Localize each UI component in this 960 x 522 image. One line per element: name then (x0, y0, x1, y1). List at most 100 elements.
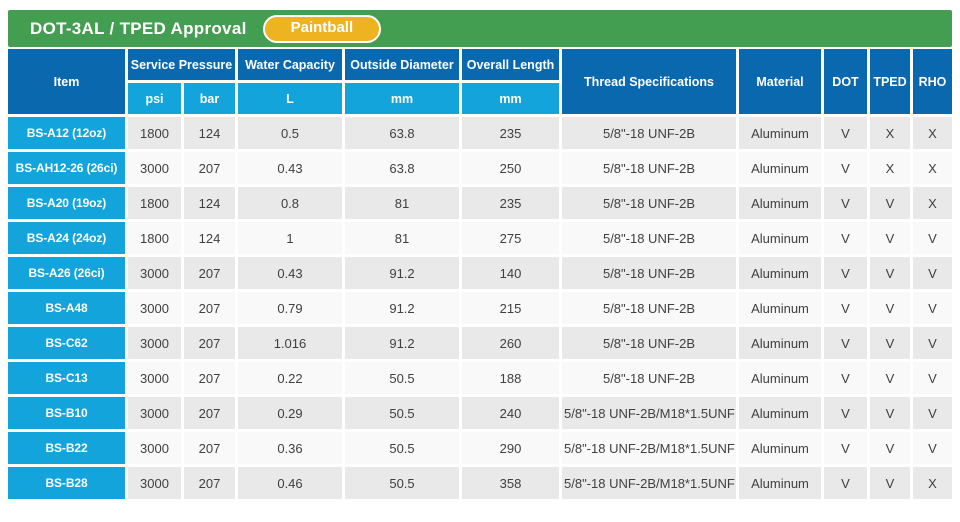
rho-cell: V (913, 327, 952, 359)
item-cell: BS-AH12-26 (26ci) (8, 152, 125, 184)
rho-cell: X (913, 117, 952, 149)
column-header-water-capacity: Water Capacity (238, 49, 342, 80)
dot-cell: V (824, 187, 867, 219)
item-cell: BS-C13 (8, 362, 125, 394)
outside-diameter-mm-cell: 81 (345, 222, 459, 254)
psi-cell: 3000 (128, 152, 181, 184)
psi-cell: 3000 (128, 362, 181, 394)
bar-cell: 207 (184, 362, 235, 394)
unit-header-length-mm: mm (462, 83, 559, 114)
rho-cell: X (913, 152, 952, 184)
material-cell: Aluminum (739, 117, 821, 149)
item-cell: BS-A26 (26ci) (8, 257, 125, 289)
outside-diameter-mm-cell: 50.5 (345, 432, 459, 464)
outside-diameter-mm-cell: 63.8 (345, 152, 459, 184)
tped-cell: V (870, 327, 910, 359)
capacity-l-cell: 0.36 (238, 432, 342, 464)
overall-length-mm-cell: 290 (462, 432, 559, 464)
overall-length-mm-cell: 275 (462, 222, 559, 254)
unit-header-diameter-mm: mm (345, 83, 459, 114)
capacity-l-cell: 0.29 (238, 397, 342, 429)
outside-diameter-mm-cell: 91.2 (345, 327, 459, 359)
column-header-outside-diameter: Outside Diameter (345, 49, 459, 80)
item-cell: BS-B28 (8, 467, 125, 499)
table-row: BS-C62 3000 207 1.016 91.2 260 5/8"-18 UNF-2B A… (8, 327, 952, 359)
outside-diameter-mm-cell: 63.8 (345, 117, 459, 149)
header-row-units: psi bar L mm mm (8, 83, 952, 114)
title-bar: DOT-3AL / TPED Approval Paintball (8, 10, 952, 47)
material-cell: Aluminum (739, 327, 821, 359)
material-cell: Aluminum (739, 187, 821, 219)
dot-cell: V (824, 222, 867, 254)
outside-diameter-mm-cell: 91.2 (345, 257, 459, 289)
bar-cell: 207 (184, 292, 235, 324)
column-header-overall-length: Overall Length (462, 49, 559, 80)
outside-diameter-mm-cell: 81 (345, 187, 459, 219)
capacity-l-cell: 0.5 (238, 117, 342, 149)
thread-cell: 5/8"-18 UNF-2B (562, 292, 736, 324)
outside-diameter-mm-cell: 91.2 (345, 292, 459, 324)
thread-cell: 5/8"-18 UNF-2B (562, 152, 736, 184)
page-title: DOT-3AL / TPED Approval (30, 18, 247, 38)
item-cell: BS-A48 (8, 292, 125, 324)
dot-cell: V (824, 467, 867, 499)
item-cell: BS-A20 (19oz) (8, 187, 125, 219)
bar-cell: 207 (184, 257, 235, 289)
item-cell: BS-A24 (24oz) (8, 222, 125, 254)
psi-cell: 3000 (128, 327, 181, 359)
bar-cell: 207 (184, 432, 235, 464)
psi-cell: 3000 (128, 292, 181, 324)
outside-diameter-mm-cell: 50.5 (345, 362, 459, 394)
capacity-l-cell: 0.8 (238, 187, 342, 219)
thread-cell: 5/8"-18 UNF-2B/M18*1.5UNF (562, 467, 736, 499)
table-row: BS-A24 (24oz) 1800 124 1 81 275 5/8"-18 UNF-2B… (8, 222, 952, 254)
tped-cell: V (870, 222, 910, 254)
unit-header-liters: L (238, 83, 342, 114)
psi-cell: 1800 (128, 187, 181, 219)
dot-cell: V (824, 152, 867, 184)
overall-length-mm-cell: 140 (462, 257, 559, 289)
bar-cell: 207 (184, 397, 235, 429)
column-header-rho: RHO (913, 49, 952, 114)
column-header-item: Item (8, 49, 125, 114)
bar-cell: 207 (184, 327, 235, 359)
table-row: BS-A48 3000 207 0.79 91.2 215 5/8"-18 UNF-2B Al… (8, 292, 952, 324)
tped-cell: V (870, 257, 910, 289)
rho-cell: V (913, 362, 952, 394)
outside-diameter-mm-cell: 50.5 (345, 467, 459, 499)
thread-cell: 5/8"-18 UNF-2B (562, 327, 736, 359)
table-row: BS-B22 3000 207 0.36 50.5 290 5/8"-18 UNF-2B/M… (8, 432, 952, 464)
spec-table: Item Service Pressure Water Capacity Out… (5, 46, 955, 502)
rho-cell: V (913, 397, 952, 429)
tped-cell: V (870, 397, 910, 429)
capacity-l-cell: 0.46 (238, 467, 342, 499)
rho-cell: V (913, 292, 952, 324)
category-badge: Paintball (262, 14, 382, 43)
capacity-l-cell: 0.22 (238, 362, 342, 394)
capacity-l-cell: 0.43 (238, 257, 342, 289)
rho-cell: V (913, 432, 952, 464)
material-cell: Aluminum (739, 222, 821, 254)
material-cell: Aluminum (739, 292, 821, 324)
thread-cell: 5/8"-18 UNF-2B (562, 362, 736, 394)
tped-cell: X (870, 152, 910, 184)
capacity-l-cell: 1 (238, 222, 342, 254)
material-cell: Aluminum (739, 467, 821, 499)
overall-length-mm-cell: 235 (462, 187, 559, 219)
tped-cell: V (870, 467, 910, 499)
dot-cell: V (824, 432, 867, 464)
column-header-tped: TPED (870, 49, 910, 114)
overall-length-mm-cell: 235 (462, 117, 559, 149)
overall-length-mm-cell: 215 (462, 292, 559, 324)
column-header-service-pressure: Service Pressure (128, 49, 235, 80)
capacity-l-cell: 0.43 (238, 152, 342, 184)
column-header-material: Material (739, 49, 821, 114)
thread-cell: 5/8"-18 UNF-2B (562, 187, 736, 219)
rho-cell: X (913, 467, 952, 499)
bar-cell: 124 (184, 187, 235, 219)
material-cell: Aluminum (739, 362, 821, 394)
tped-cell: V (870, 362, 910, 394)
table-row: BS-A26 (26ci) 3000 207 0.43 91.2 140 5/8"-18 U… (8, 257, 952, 289)
dot-cell: V (824, 362, 867, 394)
psi-cell: 1800 (128, 117, 181, 149)
